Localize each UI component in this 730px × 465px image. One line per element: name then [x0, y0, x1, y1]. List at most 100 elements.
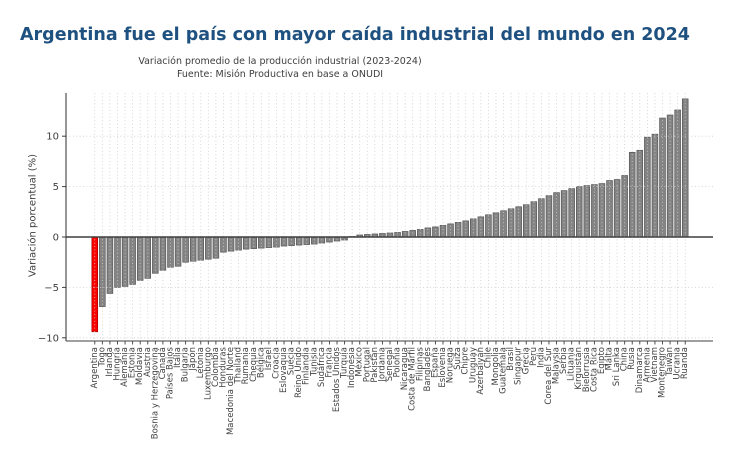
x-tick-label: Egipto [597, 347, 607, 374]
x-tick-label: Lituania [567, 347, 577, 381]
bar [288, 236, 295, 246]
x-tick-label: Bosnia y Herzegovina [150, 347, 160, 439]
x-tick-label: Bulgaria [181, 347, 191, 382]
x-tick-label: Brasil [506, 347, 516, 371]
bar [644, 136, 651, 238]
bar [99, 236, 106, 307]
bar [205, 236, 212, 260]
x-tick-label: Israel [264, 347, 274, 370]
x-tick-label: Malta [605, 347, 615, 370]
bar [538, 198, 545, 238]
x-tick-label: Estados Unidos [332, 346, 342, 412]
bar [477, 216, 485, 238]
chart-headline: Argentina fue el país con mayor caída in… [20, 25, 690, 45]
x-tick-label: Togo [97, 347, 107, 368]
bar [598, 183, 606, 238]
chart-subtitle: Variación promedio de la producción indu… [30, 56, 530, 81]
x-tick-label: Grecia [521, 347, 531, 374]
chart-subtitle-text: Variación promedio de la producción indu… [138, 56, 422, 67]
x-tick-label: México [354, 347, 365, 377]
x-tick-label: Bélgica [255, 347, 266, 378]
bar [167, 236, 174, 268]
x-tick-label: Suiza [453, 347, 463, 370]
x-tick-label: Indonesia [347, 347, 357, 388]
bar [152, 236, 159, 274]
y-tick-label: 0 [53, 233, 59, 244]
bar [432, 226, 439, 238]
bar [227, 236, 235, 252]
x-tick-label: Chequia [249, 347, 259, 382]
x-tick-label: Reino Unido [294, 347, 304, 398]
x-tick-label: Taiwán [665, 347, 675, 377]
x-tick-label: Vietnam [650, 347, 660, 382]
x-tick-label: Chipre [461, 347, 471, 375]
x-tick-label: Polonia [393, 347, 403, 378]
bar [674, 109, 681, 238]
x-tick-label: Eslovaquia [279, 347, 289, 393]
x-tick-label: Sudáfrica [317, 347, 327, 387]
x-tick-label: Honduras [218, 346, 228, 387]
x-tick-label: Moldavia [135, 347, 145, 385]
x-tick-label: Portugal [362, 347, 372, 382]
x-tick-label: Ruanda [680, 347, 690, 379]
x-tick-label: Italia [173, 347, 183, 368]
x-tick-label: Singapur [514, 347, 524, 386]
x-tick-label: Chile [483, 347, 493, 368]
x-tick-label: Sri Lanka [612, 347, 622, 386]
bar [470, 218, 477, 238]
y-tick-label: 5 [53, 182, 59, 193]
bar [439, 225, 447, 238]
x-tick-label: Finlandia [302, 347, 312, 385]
x-tick-label: Turquía [340, 347, 350, 379]
x-tick-label: Macedonia del Norte [226, 347, 236, 435]
bar [462, 220, 469, 238]
x-tick-label: Filipinas [415, 346, 425, 381]
bar [174, 236, 182, 267]
x-tick-label: Perú [529, 347, 539, 366]
x-tick-label: España [430, 347, 440, 378]
x-tick-label: Thailand [234, 347, 244, 385]
x-tick-label: Costa Rica [589, 347, 599, 392]
x-tick-label: Guatemala [499, 347, 509, 394]
x-tick-label: China [620, 347, 630, 371]
x-tick-label: Canadá [158, 347, 168, 379]
bar [189, 236, 197, 262]
y-tick-label: −5 [44, 283, 59, 294]
y-tick-label: −10 [38, 333, 59, 344]
x-tick-label: Letonia [196, 347, 206, 378]
bar [121, 236, 129, 287]
x-tick-label: Rusia [627, 347, 637, 370]
bar [280, 236, 288, 247]
x-tick-label: Ucrania [673, 347, 683, 380]
y-tick-label: 10 [46, 132, 59, 143]
bar [114, 236, 121, 288]
x-tick-label: Serbia [559, 347, 569, 374]
x-tick-label: Uruguay [468, 347, 478, 383]
x-tick-label: Jordania [377, 347, 387, 383]
x-tick-label: Eslovenia [438, 347, 448, 388]
x-tick-label: Costa de Marfil [408, 347, 418, 411]
x-tick-label: Estonia [128, 347, 138, 378]
x-tick-label: Japón [187, 347, 198, 372]
x-tick-label: Kirguistán [574, 347, 584, 390]
bar [560, 190, 568, 238]
x-tick-label: Hungría [112, 347, 122, 381]
bar [666, 114, 674, 238]
x-tick-label: Bangladés [422, 346, 433, 391]
x-tick-label: Irlanda [105, 347, 115, 377]
x-tick-label: Bielorrusia [582, 347, 592, 392]
x-tick-label: Montenegro [658, 347, 668, 398]
x-tick-label: Azerbaiyán [476, 347, 486, 395]
x-tick-label: Alemania [120, 347, 130, 387]
x-tick-label: Noruega [446, 347, 456, 383]
x-tick-label: Colombia [211, 347, 221, 387]
x-tick-label: Francia [324, 347, 334, 378]
bar [621, 175, 628, 238]
x-tick-label: Croacia [271, 347, 281, 379]
bar [636, 149, 644, 238]
x-tick-label: Rumania [241, 347, 251, 384]
x-tick-label: Pakistán [370, 347, 380, 383]
x-tick-label: Armenia [642, 347, 652, 383]
bar [265, 236, 273, 248]
